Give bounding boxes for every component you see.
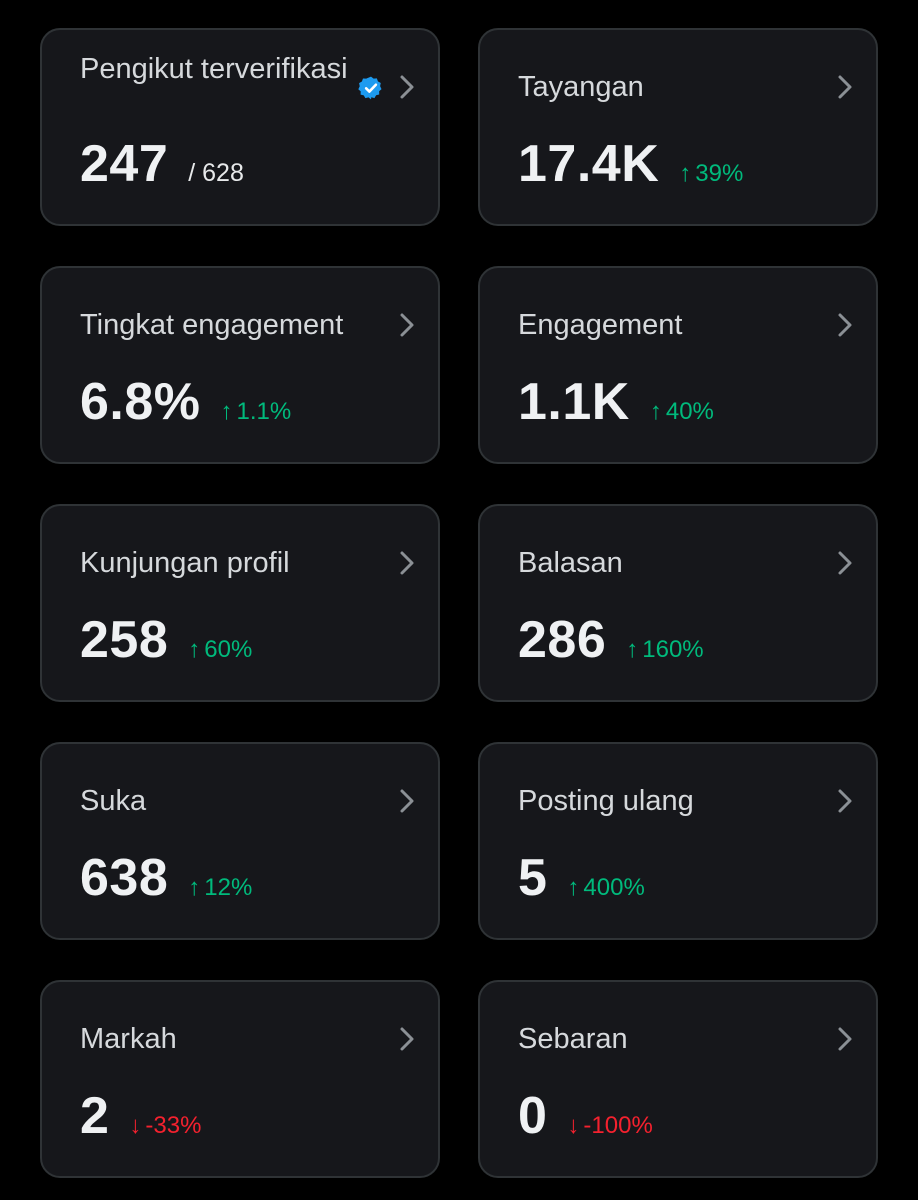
metric-value: 2 — [80, 1087, 110, 1145]
card-title: Balasan — [518, 547, 623, 579]
arrow-up-icon: ↑ — [220, 398, 233, 425]
metric-change: ↑ 12% — [188, 874, 252, 902]
card-title: Suka — [80, 785, 147, 817]
chevron-right-icon — [394, 72, 420, 102]
arrow-up-icon: ↑ — [679, 160, 692, 187]
chevron-right-icon — [394, 786, 420, 816]
chevron-right-icon — [394, 548, 420, 578]
metric-value: 1.1K — [518, 373, 630, 431]
card-title: Markah — [80, 1023, 177, 1055]
chevron-right-icon — [394, 1024, 420, 1054]
metric-change: ↑ 400% — [567, 874, 644, 902]
change-percent: 160% — [642, 636, 704, 663]
card-title: Posting ulang — [518, 785, 694, 817]
chevron-right-icon — [832, 786, 858, 816]
card-likes[interactable]: Suka 638 ↑ 12% — [40, 742, 440, 940]
metric-change: ↑ 39% — [679, 160, 743, 188]
chevron-right-icon — [394, 310, 420, 340]
change-percent: 400% — [583, 874, 645, 901]
metric-total: / 628 — [188, 159, 244, 187]
change-percent: 39% — [695, 160, 744, 187]
card-engagements[interactable]: Engagement 1.1K ↑ 40% — [478, 266, 878, 464]
card-title: Engagement — [518, 309, 683, 341]
card-reposts[interactable]: Posting ulang 5 ↑ 400% — [478, 742, 878, 940]
metric-row: 258 ↑ 60% — [80, 608, 252, 672]
metric-change: ↑ 160% — [626, 636, 703, 664]
metric-change: ↑ 1.1% — [221, 398, 292, 426]
change-percent: 12% — [204, 874, 253, 901]
change-percent: -33% — [145, 1112, 202, 1139]
metric-row: 2 ↓ -33% — [80, 1084, 201, 1148]
arrow-up-icon: ↑ — [626, 636, 639, 663]
metric-row: 0 ↓ -100% — [518, 1084, 653, 1148]
metric-value: 286 — [518, 611, 607, 669]
metric-value: 17.4K — [518, 135, 660, 193]
card-replies[interactable]: Balasan 286 ↑ 160% — [478, 504, 878, 702]
chevron-right-icon — [832, 1024, 858, 1054]
metric-row: 5 ↑ 400% — [518, 846, 645, 910]
metric-row: 638 ↑ 12% — [80, 846, 252, 910]
metric-change: ↑ 60% — [188, 636, 252, 664]
metric-row: 247 / 628 — [80, 132, 244, 196]
chevron-right-icon — [832, 72, 858, 102]
metric-row: 17.4K ↑ 39% — [518, 132, 743, 196]
card-title: Tayangan — [518, 71, 644, 103]
arrow-up-icon: ↑ — [649, 398, 662, 425]
change-percent: 60% — [204, 636, 253, 663]
metric-value: 638 — [80, 849, 169, 907]
card-engagement-rate[interactable]: Tingkat engagement 6.8% ↑ 1.1% — [40, 266, 440, 464]
metric-change: ↓ -33% — [129, 1112, 201, 1140]
card-profile-visits[interactable]: Kunjungan profil 258 ↑ 60% — [40, 504, 440, 702]
change-percent: 40% — [665, 398, 714, 425]
card-shares[interactable]: Sebaran 0 ↓ -100% — [478, 980, 878, 1178]
metric-value: 0 — [518, 1087, 548, 1145]
verified-badge-icon — [358, 75, 384, 101]
card-impressions[interactable]: Tayangan 17.4K ↑ 39% — [478, 28, 878, 226]
metric-row: 6.8% ↑ 1.1% — [80, 370, 291, 434]
chevron-right-icon — [832, 310, 858, 340]
metric-row: 286 ↑ 160% — [518, 608, 704, 672]
card-title: Tingkat engagement — [80, 309, 344, 341]
analytics-grid: Pengikut terverifikasi 247 / 628 Tayanga… — [40, 28, 878, 1178]
metric-value: 247 — [80, 135, 169, 193]
metric-value: 258 — [80, 611, 169, 669]
arrow-up-icon: ↑ — [188, 636, 201, 663]
arrow-down-icon: ↓ — [567, 1112, 580, 1139]
arrow-up-icon: ↑ — [567, 874, 580, 901]
change-percent: 1.1% — [236, 398, 292, 425]
metric-value: 5 — [518, 849, 548, 907]
metric-row: 1.1K ↑ 40% — [518, 370, 714, 434]
card-title: Pengikut terverifikasi — [80, 53, 348, 85]
change-percent: -100% — [583, 1112, 653, 1139]
arrow-up-icon: ↑ — [188, 874, 201, 901]
card-bookmarks[interactable]: Markah 2 ↓ -33% — [40, 980, 440, 1178]
metric-change: ↓ -100% — [567, 1112, 652, 1140]
card-title: Sebaran — [518, 1023, 628, 1055]
card-verified-followers[interactable]: Pengikut terverifikasi 247 / 628 — [40, 28, 440, 226]
metric-value: 6.8% — [80, 373, 201, 431]
chevron-right-icon — [832, 548, 858, 578]
arrow-down-icon: ↓ — [129, 1112, 142, 1139]
card-title: Kunjungan profil — [80, 547, 290, 579]
metric-change: ↑ 40% — [650, 398, 714, 426]
